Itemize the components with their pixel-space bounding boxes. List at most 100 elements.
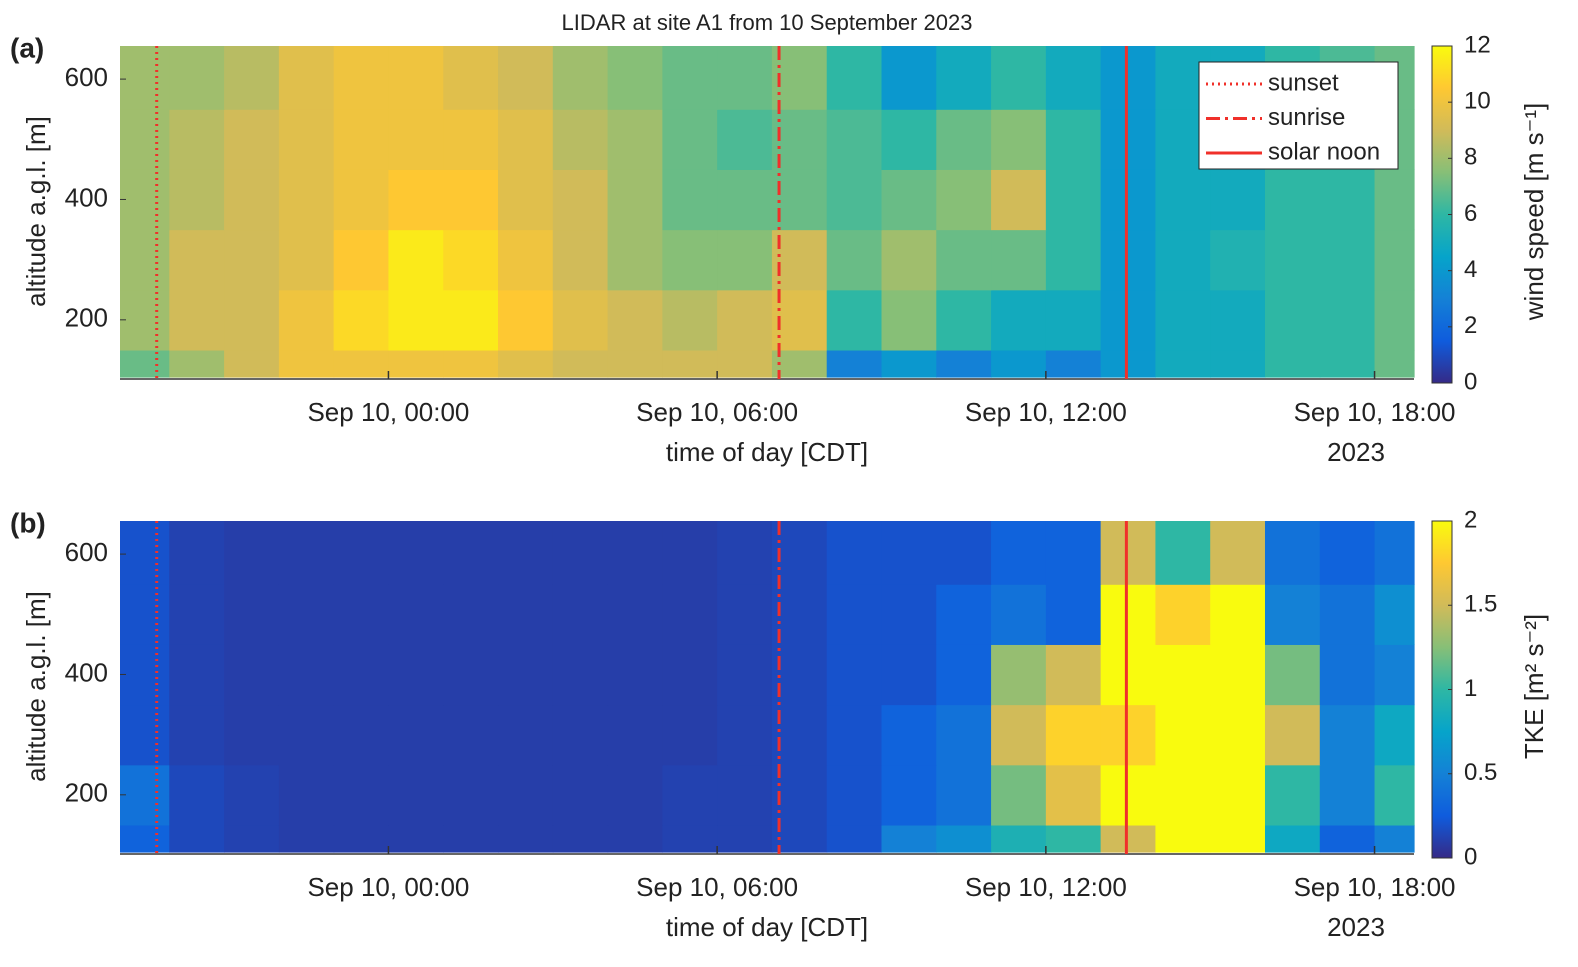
heatmap-cell [1374,521,1415,585]
colorbar-tick-label: 0 [1464,368,1477,395]
legend-box [1198,61,1399,170]
colorbar-tick-label: 8 [1464,144,1477,171]
heatmap-cell [771,824,828,853]
heatmap-cell [169,764,225,826]
heatmap-cell [1100,584,1157,645]
heatmap-cell [333,229,390,291]
colorbar-tick-label: 0 [1464,843,1477,870]
heatmap-cell [1155,824,1211,853]
heatmap-cell [936,229,992,291]
heatmap-cell [443,704,499,766]
heatmap-cell [1319,169,1376,231]
heatmap-cell [771,229,828,291]
heatmap-cell [607,289,663,351]
heatmap-cell [662,521,718,585]
heatmap-cell [443,521,499,585]
heatmap-cell [1045,644,1102,706]
heatmap-cell [224,704,280,766]
heatmap-cell [1100,109,1157,170]
heatmap-cell [1100,521,1157,585]
heatmap-cell [1045,521,1102,585]
colorbar-tick-label: 1.5 [1464,591,1497,618]
heatmap-cell [224,764,280,826]
heatmap-cell [1210,521,1266,585]
heatmap-cell [333,289,390,351]
y-tick-label: 400 [65,182,108,212]
heatmap-cell [278,289,335,351]
heatmap-cell [278,109,335,170]
x-tick-label: Sep 10, 12:00 [965,397,1127,427]
heatmap-cell [1264,229,1321,291]
colorbar-tick-label: 0.5 [1464,759,1497,786]
heatmap-cell [1045,46,1102,110]
heatmap-cell [278,584,335,645]
heatmap-cell [1100,644,1157,706]
heatmap-cell [717,824,773,853]
heatmap-cell [1100,289,1157,351]
heatmap-cell [826,584,883,645]
heatmap-cell [826,289,883,351]
heatmap-cell [552,169,609,231]
heatmap-cell [771,349,828,378]
heatmap-cell [1264,644,1321,706]
heatmap-cell [224,169,280,231]
heatmap-cell [881,704,937,766]
colorbar-tick-label: 10 [1464,88,1491,115]
x-secondary-label: 2023 [1327,437,1385,467]
x-axis-label: time of day [CDT] [666,437,868,467]
heatmap-cell [443,644,499,706]
heatmap-cell [120,764,170,826]
heatmap-cell [1155,349,1211,378]
heatmap-cell [1045,824,1102,853]
heatmap-cell [388,644,444,706]
heatmap-cell [881,349,937,378]
heatmap-cell [498,824,554,853]
heatmap-cell [1319,229,1376,291]
heatmap-cell [881,521,937,585]
heatmap-cell [1100,46,1157,110]
heatmap-cell [826,169,883,231]
heatmap-cell [333,349,390,378]
heatmap-cell [388,109,444,170]
heatmap-cell [717,109,773,170]
heatmap-cell [991,46,1047,110]
heatmap-cell [224,109,280,170]
heatmap-cell [498,584,554,645]
heatmap-cell [991,824,1047,853]
heatmap-cell [662,46,718,110]
heatmap-cell [169,289,225,351]
chart-title: LIDAR at site A1 from 10 September 2023 [562,10,973,35]
x-axis-label: time of day [CDT] [666,912,868,942]
heatmap-cell [120,644,170,706]
heatmap-cell [1264,824,1321,853]
heatmap-cell [552,521,609,585]
heatmap-cell [1374,824,1415,853]
heatmap-cell [498,289,554,351]
heatmap-cell [333,169,390,231]
heatmap-cell [607,169,663,231]
colorbar-label: TKE [m² s⁻²] [1519,614,1549,759]
heatmap-cell [662,704,718,766]
heatmap-cell [662,109,718,170]
heatmap-cell [936,704,992,766]
heatmap-cell [826,704,883,766]
legend-label: solar noon [1268,138,1380,165]
heatmap-cell [991,229,1047,291]
heatmap-cell [552,349,609,378]
heatmap-cell [1100,229,1157,291]
heatmap-cell [278,824,335,853]
heatmap-cell [120,704,170,766]
heatmap-cell [881,229,937,291]
heatmap-cell [169,109,225,170]
heatmap-cell [607,704,663,766]
heatmap-cell [717,764,773,826]
legend-label: sunrise [1268,104,1345,131]
x-tick-label: Sep 10, 06:00 [636,397,798,427]
heatmap-cell [771,764,828,826]
y-axis-label: altitude a.g.l. [m] [21,591,51,782]
heatmap-cell [333,46,390,110]
heatmap-cell [1264,349,1321,378]
heatmap-cell [333,764,390,826]
heatmap-cell [771,644,828,706]
heatmap-cell [498,644,554,706]
